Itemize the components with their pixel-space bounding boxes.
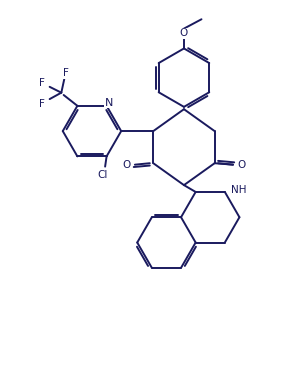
Text: O: O (180, 28, 188, 38)
Text: F: F (63, 68, 69, 78)
Text: N: N (105, 98, 113, 108)
Text: Cl: Cl (97, 170, 107, 180)
Text: O: O (122, 160, 130, 170)
Text: F: F (39, 78, 45, 88)
Text: NH: NH (231, 186, 246, 195)
Text: F: F (39, 99, 45, 109)
Text: O: O (238, 160, 246, 170)
